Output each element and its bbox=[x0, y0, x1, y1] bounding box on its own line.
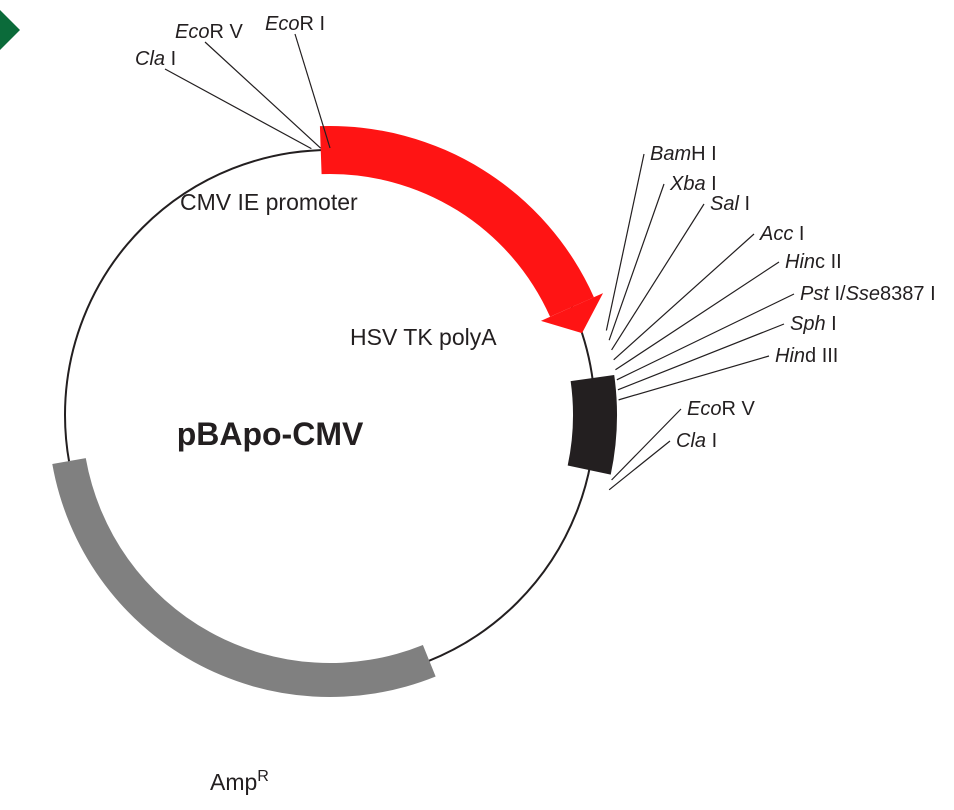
acci-label: Acc I bbox=[759, 223, 804, 245]
bamhi-label: BamH I bbox=[650, 143, 717, 165]
sali-leader bbox=[612, 204, 704, 350]
psti-label: Pst I/Sse8387 I bbox=[800, 283, 936, 305]
bamhi-leader bbox=[606, 154, 644, 331]
cla1_u-leader bbox=[165, 69, 311, 149]
xbai-label: Xba I bbox=[669, 173, 717, 195]
ecori_u-label: EcoR I bbox=[265, 13, 325, 35]
ecorv_u-leader bbox=[205, 42, 321, 148]
xbai-leader bbox=[609, 184, 664, 340]
acci-leader bbox=[614, 234, 754, 360]
hindiii-leader bbox=[619, 356, 769, 400]
ecorv_l-leader bbox=[612, 409, 681, 480]
plasmid-name: pBApo-CMV bbox=[177, 416, 364, 452]
cla1_l-label: Cla I bbox=[676, 430, 717, 452]
corner-decoration bbox=[0, 0, 20, 60]
hindiii-label: Hind III bbox=[775, 345, 838, 367]
cla1_l-leader bbox=[609, 441, 670, 490]
feature-cmv_promoter-shaft bbox=[320, 126, 594, 317]
sali-label: Sal I bbox=[710, 193, 750, 215]
cla1_u-label: Cla I bbox=[135, 48, 176, 70]
feature-label-amp_r: AmpR bbox=[210, 767, 269, 795]
psti-leader bbox=[617, 294, 794, 380]
feature-amp_r bbox=[52, 458, 435, 697]
ecorv_u-label: EcoR V bbox=[175, 21, 243, 43]
feature-label-hsv_tk_polya: HSV TK polyA bbox=[350, 324, 497, 350]
feature-hsv_tk_polya bbox=[568, 375, 617, 475]
sphi-label: Sph I bbox=[790, 313, 837, 335]
hincii-label: Hinc II bbox=[785, 251, 842, 273]
ecori_u-leader bbox=[295, 34, 330, 148]
hincii-leader bbox=[615, 262, 779, 370]
ecorv_l-label: EcoR V bbox=[687, 398, 755, 420]
feature-label-cmv_promoter: CMV IE promoter bbox=[180, 189, 358, 215]
